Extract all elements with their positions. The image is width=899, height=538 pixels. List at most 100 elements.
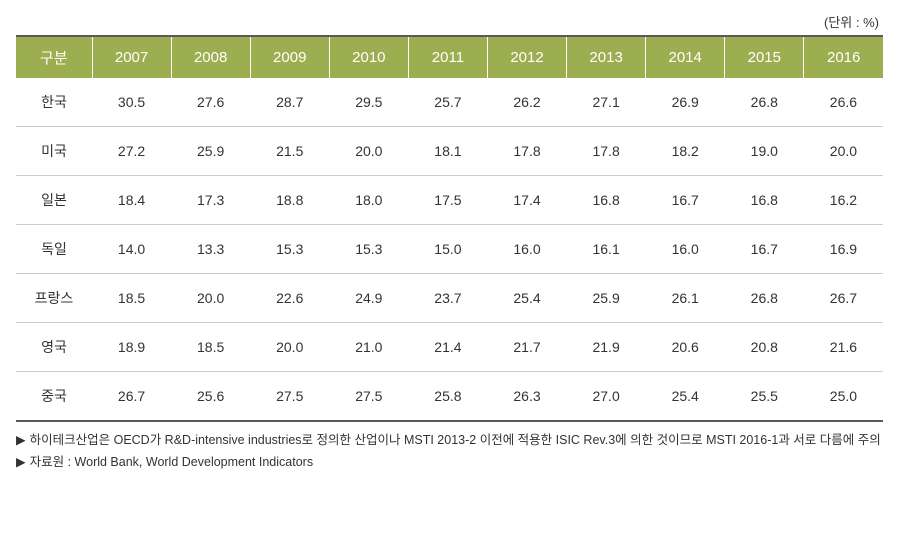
- cell-value: 21.7: [487, 323, 566, 372]
- cell-value: 16.9: [804, 225, 883, 274]
- unit-label: (단위 : %): [16, 12, 883, 31]
- cell-value: 16.0: [487, 225, 566, 274]
- cell-value: 21.5: [250, 127, 329, 176]
- cell-value: 16.2: [804, 176, 883, 225]
- header-year: 2010: [329, 36, 408, 78]
- table-body: 한국30.527.628.729.525.726.227.126.926.826…: [16, 78, 883, 421]
- cell-value: 25.8: [408, 372, 487, 422]
- cell-value: 15.3: [329, 225, 408, 274]
- cell-value: 19.0: [725, 127, 804, 176]
- cell-value: 26.8: [725, 274, 804, 323]
- cell-value: 18.2: [646, 127, 725, 176]
- footnote-marker: ▶: [16, 430, 26, 450]
- cell-value: 16.7: [646, 176, 725, 225]
- footnote-item: ▶하이테크산업은 OECD가 R&D-intensive industries로…: [16, 430, 883, 450]
- footnote-text: 하이테크산업은 OECD가 R&D-intensive industries로 …: [30, 430, 883, 450]
- header-year: 2009: [250, 36, 329, 78]
- cell-value: 20.0: [329, 127, 408, 176]
- header-year: 2016: [804, 36, 883, 78]
- cell-value: 24.9: [329, 274, 408, 323]
- cell-value: 21.0: [329, 323, 408, 372]
- header-year: 2011: [408, 36, 487, 78]
- header-year: 2015: [725, 36, 804, 78]
- cell-value: 25.4: [646, 372, 725, 422]
- cell-value: 16.1: [567, 225, 646, 274]
- cell-value: 13.3: [171, 225, 250, 274]
- row-label: 영국: [16, 323, 92, 372]
- cell-value: 16.8: [725, 176, 804, 225]
- header-year: 2007: [92, 36, 171, 78]
- cell-value: 27.5: [329, 372, 408, 422]
- header-year: 2008: [171, 36, 250, 78]
- table-row: 프랑스18.520.022.624.923.725.425.926.126.82…: [16, 274, 883, 323]
- row-label: 일본: [16, 176, 92, 225]
- cell-value: 17.4: [487, 176, 566, 225]
- cell-value: 16.8: [567, 176, 646, 225]
- cell-value: 27.5: [250, 372, 329, 422]
- row-label: 미국: [16, 127, 92, 176]
- cell-value: 18.9: [92, 323, 171, 372]
- row-label: 중국: [16, 372, 92, 422]
- cell-value: 16.7: [725, 225, 804, 274]
- cell-value: 21.4: [408, 323, 487, 372]
- table-row: 영국18.918.520.021.021.421.721.920.620.821…: [16, 323, 883, 372]
- cell-value: 20.0: [171, 274, 250, 323]
- cell-value: 21.6: [804, 323, 883, 372]
- cell-value: 21.9: [567, 323, 646, 372]
- cell-value: 18.4: [92, 176, 171, 225]
- cell-value: 30.5: [92, 78, 171, 127]
- cell-value: 25.9: [567, 274, 646, 323]
- cell-value: 27.2: [92, 127, 171, 176]
- cell-value: 15.3: [250, 225, 329, 274]
- cell-value: 27.1: [567, 78, 646, 127]
- cell-value: 26.9: [646, 78, 725, 127]
- table-row: 한국30.527.628.729.525.726.227.126.926.826…: [16, 78, 883, 127]
- cell-value: 29.5: [329, 78, 408, 127]
- footnote-text: 자료원 : World Bank, World Development Indi…: [30, 452, 883, 472]
- cell-value: 26.3: [487, 372, 566, 422]
- header-row: 구분 2007 2008 2009 2010 2011 2012 2013 20…: [16, 36, 883, 78]
- cell-value: 20.8: [725, 323, 804, 372]
- row-label: 프랑스: [16, 274, 92, 323]
- table-row: 중국26.725.627.527.525.826.327.025.425.525…: [16, 372, 883, 422]
- cell-value: 26.8: [725, 78, 804, 127]
- cell-value: 20.0: [804, 127, 883, 176]
- cell-value: 18.5: [171, 323, 250, 372]
- header-year: 2012: [487, 36, 566, 78]
- cell-value: 28.7: [250, 78, 329, 127]
- cell-value: 26.7: [92, 372, 171, 422]
- cell-value: 18.5: [92, 274, 171, 323]
- cell-value: 17.3: [171, 176, 250, 225]
- table-row: 독일14.013.315.315.315.016.016.116.016.716…: [16, 225, 883, 274]
- cell-value: 18.8: [250, 176, 329, 225]
- row-label: 독일: [16, 225, 92, 274]
- footnote-item: ▶자료원 : World Bank, World Development Ind…: [16, 452, 883, 472]
- cell-value: 26.1: [646, 274, 725, 323]
- cell-value: 14.0: [92, 225, 171, 274]
- cell-value: 26.6: [804, 78, 883, 127]
- header-year: 2014: [646, 36, 725, 78]
- cell-value: 25.6: [171, 372, 250, 422]
- table-row: 미국27.225.921.520.018.117.817.818.219.020…: [16, 127, 883, 176]
- cell-value: 23.7: [408, 274, 487, 323]
- cell-value: 18.0: [329, 176, 408, 225]
- cell-value: 20.6: [646, 323, 725, 372]
- table-row: 일본18.417.318.818.017.517.416.816.716.816…: [16, 176, 883, 225]
- header-year: 2013: [567, 36, 646, 78]
- cell-value: 27.6: [171, 78, 250, 127]
- footnote-marker: ▶: [16, 452, 26, 472]
- cell-value: 27.0: [567, 372, 646, 422]
- cell-value: 25.5: [725, 372, 804, 422]
- header-category: 구분: [16, 36, 92, 78]
- footnotes: ▶하이테크산업은 OECD가 R&D-intensive industries로…: [16, 430, 883, 472]
- cell-value: 17.8: [487, 127, 566, 176]
- cell-value: 25.0: [804, 372, 883, 422]
- cell-value: 26.2: [487, 78, 566, 127]
- cell-value: 18.1: [408, 127, 487, 176]
- cell-value: 25.9: [171, 127, 250, 176]
- cell-value: 25.4: [487, 274, 566, 323]
- cell-value: 20.0: [250, 323, 329, 372]
- row-label: 한국: [16, 78, 92, 127]
- cell-value: 22.6: [250, 274, 329, 323]
- cell-value: 26.7: [804, 274, 883, 323]
